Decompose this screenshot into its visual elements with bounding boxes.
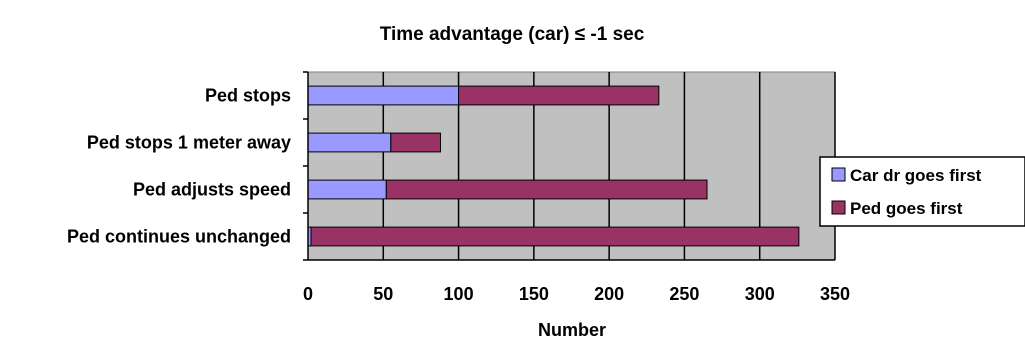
bar-ped-goes-first-ped-continues-unchanged	[310, 226, 800, 247]
category-label-ped-continues-unchanged: Ped continues unchanged	[67, 227, 291, 247]
bar-ped-goes-first-ped-stops-1-meter-away	[390, 132, 442, 153]
legend-label-ped-goes-first: Ped goes first	[850, 199, 963, 218]
legend-label-car-dr-goes-first: Car dr goes first	[850, 166, 982, 185]
category-label-ped-stops: Ped stops	[205, 86, 291, 106]
category-label-ped-adjusts-speed: Ped adjusts speed	[133, 180, 291, 200]
bars	[307, 85, 800, 247]
x-tick-label-200: 200	[594, 284, 624, 304]
category-label-ped-stops-1-meter-away: Ped stops 1 meter away	[87, 133, 291, 153]
legend: Car dr goes first Ped goes first	[819, 156, 1025, 227]
y-tick-marks	[303, 71, 308, 261]
x-axis-label: Number	[538, 320, 606, 340]
x-tick-label-100: 100	[444, 284, 474, 304]
legend-box	[819, 156, 1025, 227]
x-tick-label-350: 350	[820, 284, 850, 304]
legend-swatch-car-dr-goes-first	[831, 167, 846, 182]
x-tick-label-150: 150	[519, 284, 549, 304]
bar-ped-goes-first-ped-adjusts-speed	[385, 179, 708, 200]
bar-ped-goes-first-ped-stops	[458, 85, 660, 106]
bar-car-dr-goes-first-ped-stops-1-meter-away	[307, 132, 392, 153]
chart-title: Time advantage (car) ≤ -1 sec	[380, 24, 645, 45]
x-tick-labels: 0 50 100 150 200 250 300 350	[303, 284, 850, 304]
x-tick-label-0: 0	[303, 284, 313, 304]
x-tick-label-50: 50	[373, 284, 393, 304]
bar-car-dr-goes-first-ped-stops	[307, 85, 460, 106]
category-labels: Ped stops Ped stops 1 meter away Ped adjus…	[67, 86, 291, 247]
legend-swatch-ped-goes-first	[831, 200, 846, 215]
x-tick-label-250: 250	[669, 284, 699, 304]
x-tick-label-300: 300	[745, 284, 775, 304]
bar-car-dr-goes-first-ped-adjusts-speed	[307, 179, 387, 200]
